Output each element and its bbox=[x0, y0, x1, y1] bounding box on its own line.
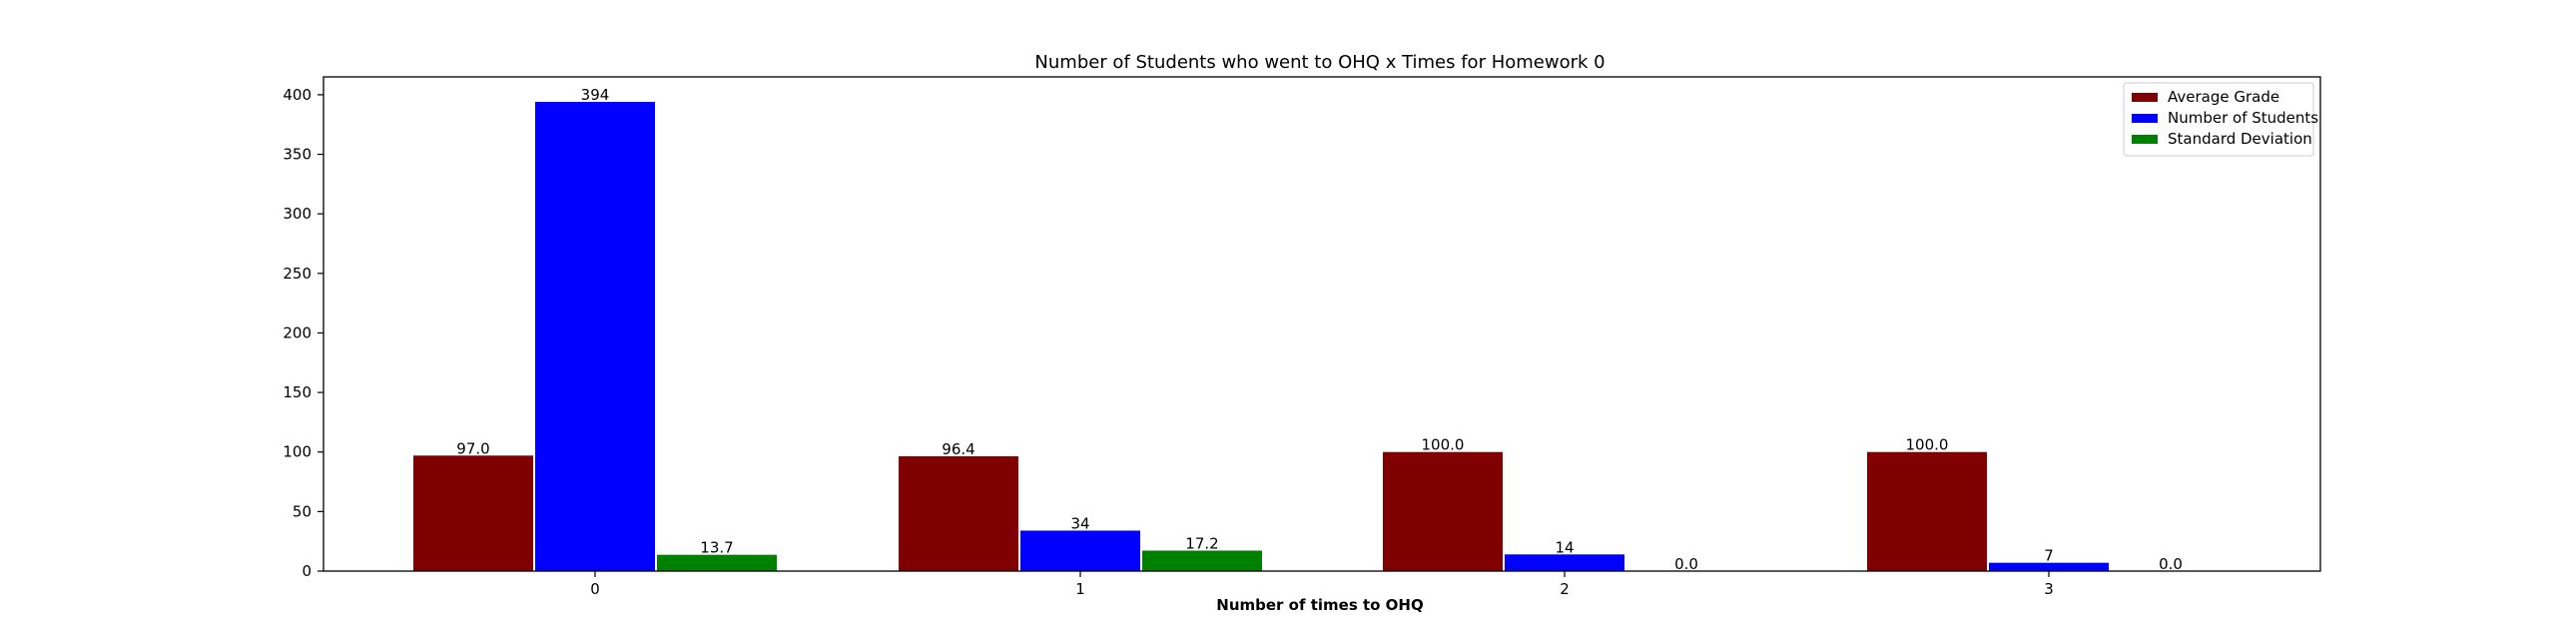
data-label-average-grade-2: 100.0 bbox=[1422, 436, 1465, 454]
bar-number-of-students-3 bbox=[1989, 562, 2109, 571]
data-label-standard-deviation-1: 17.2 bbox=[1185, 534, 1218, 552]
x-tick-label: 2 bbox=[1560, 580, 1570, 598]
y-tick-label: 400 bbox=[283, 86, 312, 104]
data-label-average-grade-0: 97.0 bbox=[456, 439, 489, 457]
bars-layer bbox=[413, 102, 2109, 572]
x-axis-label: Number of times to OHQ bbox=[1216, 596, 1423, 614]
legend-entry: Number of Students bbox=[2168, 109, 2318, 127]
x-tick-label: 3 bbox=[2044, 580, 2054, 598]
bar-average-grade-2 bbox=[1383, 451, 1503, 571]
x-tick-label: 1 bbox=[1075, 580, 1085, 598]
data-label-standard-deviation-2: 0.0 bbox=[1674, 555, 1698, 573]
data-label-average-grade-1: 96.4 bbox=[942, 440, 974, 458]
data-label-standard-deviation-0: 13.7 bbox=[700, 539, 733, 557]
y-tick-label: 200 bbox=[283, 323, 312, 341]
legend-swatch bbox=[2132, 135, 2158, 144]
data-label-number-of-students-0: 394 bbox=[581, 86, 610, 104]
bar-labels-layer: 97.0 394 13.7 96.4 34 17.2 100.0 14 0.0 100.0 7 0.0 bbox=[456, 86, 2183, 573]
axes-layer: 0 50 100 150 200 250 300 350 400 0 1 2 3 bbox=[283, 86, 2053, 598]
bar-average-grade-3 bbox=[1867, 451, 1987, 571]
chart-title: Number of Students who went to OHQ x Tim… bbox=[1034, 52, 1605, 73]
bar-number-of-students-2 bbox=[1505, 554, 1624, 571]
x-tick-label: 0 bbox=[590, 580, 600, 598]
bar-standard-deviation-0 bbox=[657, 554, 777, 571]
bar-average-grade-1 bbox=[899, 456, 1018, 571]
y-tick-label: 0 bbox=[302, 562, 312, 580]
bar-number-of-students-1 bbox=[1020, 530, 1140, 571]
data-label-number-of-students-3: 7 bbox=[2044, 547, 2054, 565]
bar-standard-deviation-1 bbox=[1142, 550, 1262, 571]
data-label-standard-deviation-3: 0.0 bbox=[2159, 555, 2183, 573]
y-tick-label: 50 bbox=[293, 502, 312, 520]
legend-entry: Standard Deviation bbox=[2168, 130, 2312, 148]
y-tick-label: 100 bbox=[283, 443, 312, 461]
y-tick-label: 250 bbox=[283, 265, 312, 283]
legend-swatch bbox=[2132, 114, 2158, 123]
legend-box bbox=[2123, 82, 2314, 157]
bar-average-grade-0 bbox=[413, 455, 533, 571]
data-label-number-of-students-2: 14 bbox=[1555, 538, 1574, 556]
legend-swatch bbox=[2132, 93, 2158, 102]
legend: Average Grade Number of Students Standard … bbox=[2123, 82, 2318, 157]
y-tick-label: 300 bbox=[283, 205, 312, 223]
bar-number-of-students-0 bbox=[535, 102, 655, 572]
y-tick-label: 350 bbox=[283, 146, 312, 164]
legend-entry: Average Grade bbox=[2168, 88, 2279, 106]
y-tick-label: 150 bbox=[283, 383, 312, 401]
data-label-number-of-students-1: 34 bbox=[1070, 514, 1089, 532]
plot-frame bbox=[322, 76, 2321, 572]
data-label-average-grade-3: 100.0 bbox=[1906, 436, 1949, 454]
